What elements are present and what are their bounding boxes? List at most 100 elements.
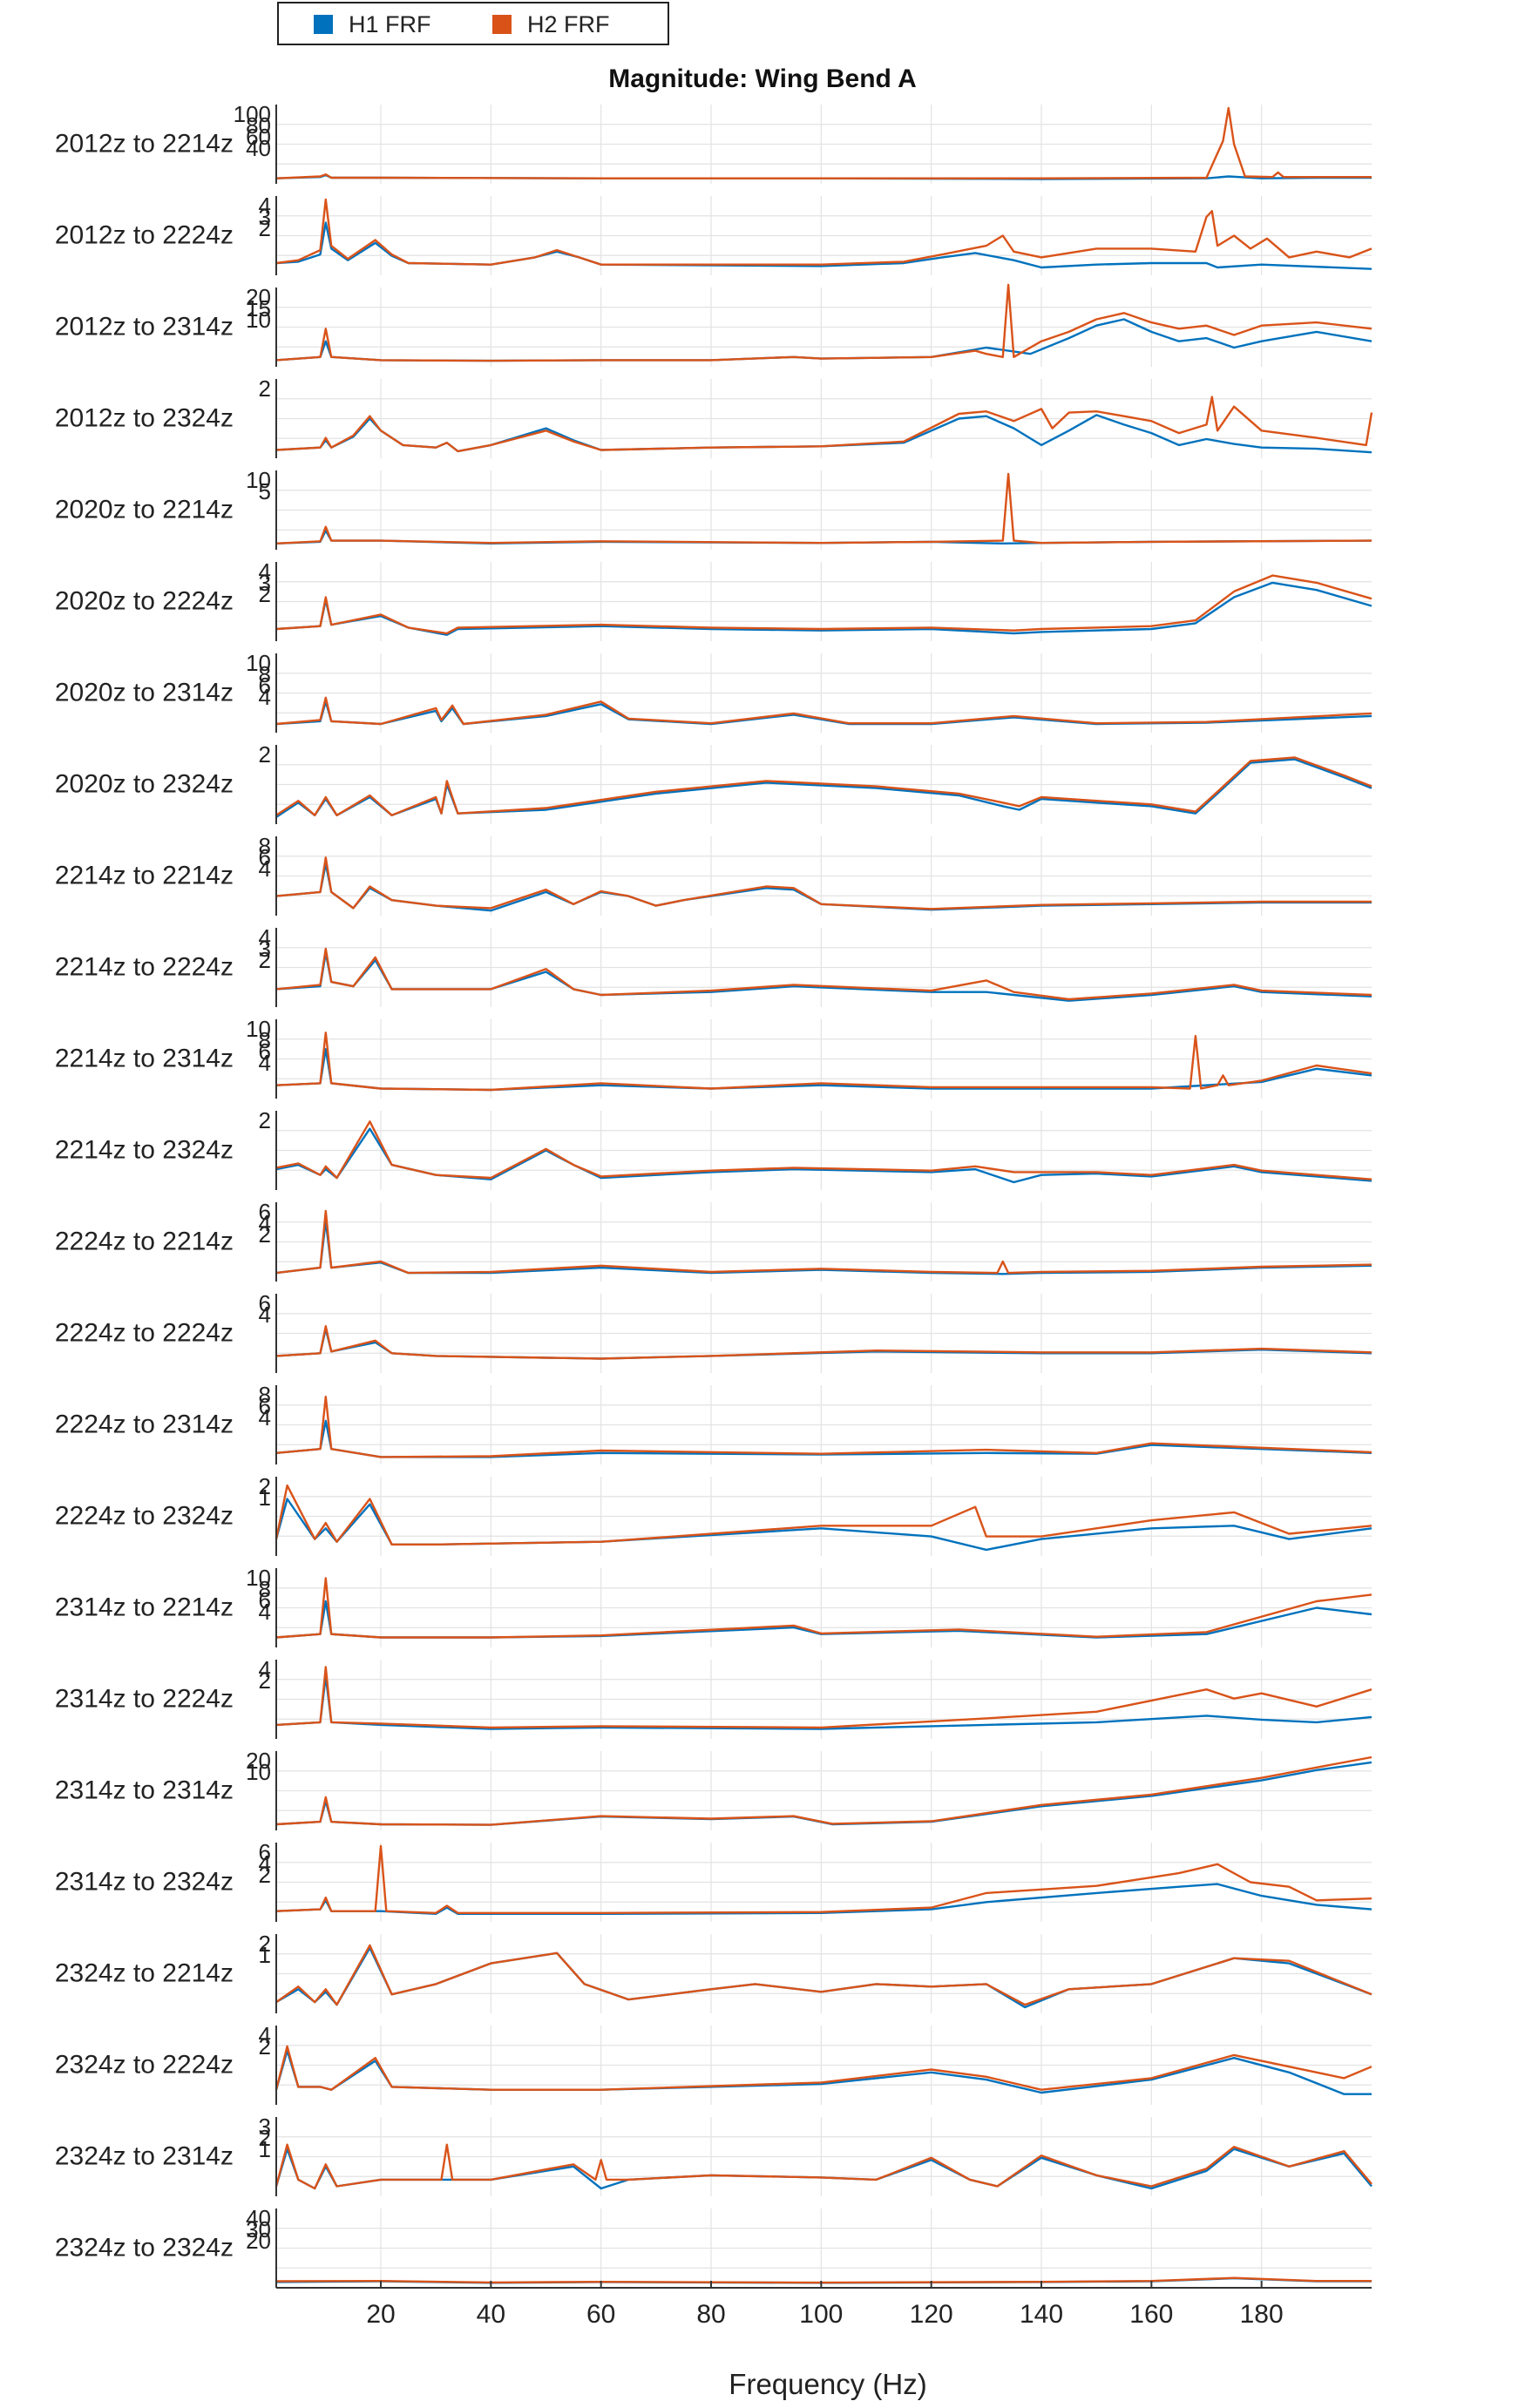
series-line-h1 [275,1220,1372,1275]
y-tick-label: 2 [259,1473,271,1499]
y-tick-label: 2 [259,1667,271,1694]
y-tick-label: 6 [259,1393,271,1419]
y-tick-label: 80 [246,112,271,139]
y-tick-label: 4 [259,1210,271,1236]
series-line-h2 [274,1484,1372,1546]
y-tick-label: 6 [259,1290,271,1316]
panel-label: 2224z to 2314z [55,1410,234,1439]
series-line-h1 [275,951,1372,1002]
y-tick-label: 2 [259,2125,271,2151]
y-tick-label: 2 [259,1107,271,1133]
panel-label: 2314z to 2224z [55,1685,234,1714]
x-tick-label: 60 [586,2300,615,2329]
y-tick-label: 40 [246,135,271,161]
panel-label: 2012z to 2224z [55,221,234,250]
y-tick-label: 8 [259,1027,271,1053]
panel-label: 2020z to 2214z [55,496,234,524]
y-tick-label: 2 [259,215,271,241]
y-tick-label: 1 [259,1485,271,1511]
series-line-h2 [275,1032,1372,1092]
y-tick-label: 6 [259,673,271,699]
x-tick-label: 20 [366,2300,395,2329]
panel-label: 2214z to 2324z [55,1136,234,1165]
series-line-h2 [275,106,1372,179]
y-tick-label: 4 [259,924,271,950]
x-tick-label: 40 [477,2300,505,2329]
panel-label: 2020z to 2314z [55,679,234,707]
series-line-h2 [275,396,1373,453]
y-tick-label: 20 [246,2228,271,2254]
y-tick-label: 6 [259,1038,271,1065]
y-tick-label: 100 [234,101,271,127]
y-tick-label: 15 [246,295,271,321]
x-tick-label: 160 [1129,2300,1173,2329]
series-line-h1 [274,1498,1372,1552]
y-tick-label: 4 [259,1599,271,1625]
x-axis-label: Frequency (Hz) [729,2368,927,2400]
panel-label: 2012z to 2214z [55,130,234,159]
y-tick-label: 8 [259,661,271,687]
panel-label: 2314z to 2214z [55,1593,234,1622]
panel-label: 2020z to 2224z [55,587,234,616]
y-tick-label: 4 [259,1850,271,1877]
y-tick-label: 3 [259,936,271,962]
y-tick-label: 6 [259,1199,271,1225]
y-tick-label: 1 [259,2136,271,2162]
series-line-h2 [275,1325,1372,1360]
y-tick-label: 6 [259,844,271,870]
series-line-h1 [275,221,1372,270]
series-line-h2 [275,472,1372,545]
series-line-h2 [275,1944,1372,2006]
y-tick-label: 8 [259,1576,271,1602]
y-tick-label: 4 [259,1050,271,1076]
y-tick-label: 20 [246,1748,271,1774]
panel-label: 2020z to 2324z [55,770,234,799]
series-line-h2 [275,756,1372,816]
panel-label: 2214z to 2224z [55,953,234,982]
y-tick-label: 4 [259,193,271,219]
panel-label: 2324z to 2314z [55,2142,234,2171]
y-tick-label: 40 [246,2205,271,2231]
panel-label: 2324z to 2224z [55,2051,234,2080]
legend-label-h2: H2 FRF [527,10,610,37]
panel-label: 2314z to 2324z [55,1868,234,1897]
series-line-h2 [275,856,1372,910]
chart-title: Magnitude: Wing Bend A [608,64,917,93]
panel-label: 2012z to 2324z [55,404,234,433]
series-line-h2 [275,1844,1372,1914]
y-tick-label: 6 [259,1839,271,1865]
y-tick-label: 10 [246,650,271,676]
y-tick-label: 2 [259,375,271,402]
panel-label: 2224z to 2324z [55,1502,234,1531]
legend-swatch-h2 [492,15,512,34]
y-tick-label: 6 [259,1587,271,1613]
y-tick-label: 30 [246,2216,271,2242]
y-tick-label: 10 [246,1016,271,1042]
x-tick-label: 120 [910,2300,953,2329]
series-line-h2 [275,1755,1372,1826]
panel-label: 2214z to 2214z [55,862,234,890]
y-tick-label: 2 [259,1931,271,1957]
panel-label: 2012z to 2314z [55,313,234,342]
series-line-h2 [275,1666,1372,1729]
y-tick-label: 5 [259,478,271,504]
y-tick-label: 2 [259,947,271,973]
series-line-h2 [275,947,1372,1001]
panel-label: 2314z to 2314z [55,1776,234,1805]
y-tick-label: 20 [246,284,271,310]
series-line-h1 [275,1419,1372,1458]
series-line-h1 [275,1674,1372,1730]
x-tick-label: 80 [696,2300,725,2329]
panel-label: 2224z to 2214z [55,1228,234,1256]
legend-swatch-h1 [314,15,333,34]
legend-label-h1: H1 FRF [349,10,431,37]
series-line-h1 [275,581,1372,636]
series-line-h1 [275,1761,1372,1826]
series-line-h2 [275,1577,1372,1639]
legend-item-h2: H2 FRF [492,10,610,38]
series-line-h2 [275,696,1372,726]
y-tick-label: 1 [259,1942,271,1968]
panel-label: 2324z to 2324z [55,2234,234,2263]
series-line-h2 [275,574,1372,635]
